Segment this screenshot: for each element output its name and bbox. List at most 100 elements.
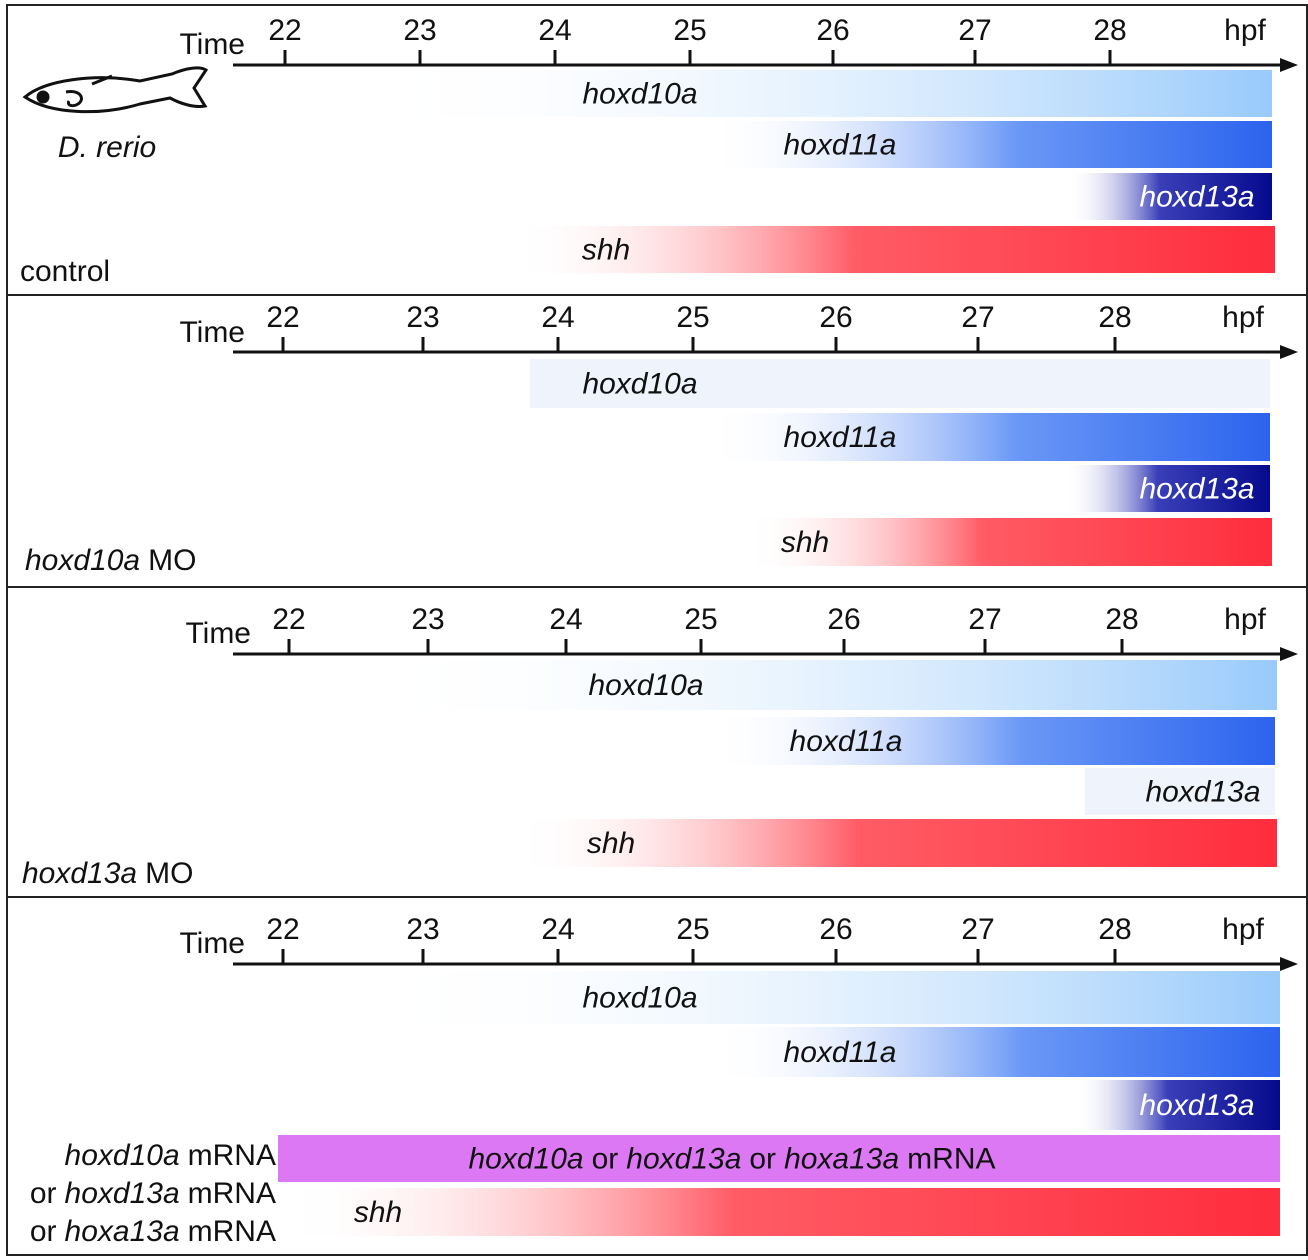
tick-label: 27: [958, 14, 991, 47]
fish-icon: [22, 66, 209, 114]
bar-label: hoxd13a: [1139, 1089, 1254, 1122]
axis-unit: hpf: [1224, 603, 1266, 636]
tick-label: 23: [403, 14, 436, 47]
condition-label-part: or: [30, 1177, 57, 1210]
axis-arrow: [1280, 957, 1298, 971]
bar-label-part: hoxd11a: [784, 421, 897, 454]
tick-label: 22: [272, 603, 305, 636]
condition-label: hoxd10a mRNA: [65, 1139, 276, 1172]
tick-label: 25: [676, 913, 709, 946]
bar-label: hoxd13a: [1139, 473, 1254, 506]
expression-bar: [710, 1027, 1280, 1077]
tick-label: 25: [676, 301, 709, 334]
frame: [6, 4, 1308, 1256]
bar-label-part: or: [749, 1143, 776, 1176]
tick-label: 28: [1098, 913, 1131, 946]
bar-label-part: hoxd13a: [626, 1143, 741, 1176]
condition-label-part: mRNA: [188, 1215, 276, 1248]
expression-bar: [365, 971, 1280, 1024]
bar-label-part: hoxd10a: [468, 1143, 583, 1176]
condition-label-part: hoxd13a: [22, 857, 137, 890]
bar-label-part: hoxd13a: [1139, 181, 1254, 214]
axis-label: Time: [179, 316, 245, 349]
condition-label-part: hoxd10a: [65, 1139, 180, 1172]
tick-label: 25: [673, 14, 706, 47]
condition-label: control: [20, 255, 110, 288]
condition-label: hoxd13a MO: [22, 857, 193, 890]
tick-label: 26: [819, 301, 852, 334]
bar-label-part: or: [592, 1143, 619, 1176]
expression-bar: [705, 413, 1270, 461]
axis-arrow: [1280, 647, 1298, 661]
tick-label: 27: [968, 603, 1001, 636]
condition-label-part: hoxd13a: [65, 1177, 180, 1210]
condition-label-part: mRNA: [188, 1139, 276, 1172]
expression-bar: [1065, 465, 1270, 512]
bar-label-part: hoxd11a: [784, 1036, 897, 1069]
condition-label-part: hoxa13a: [65, 1215, 180, 1248]
bar-label-part: hoxd10a: [588, 669, 703, 702]
expression-bar: [365, 660, 1277, 710]
tick-label: 22: [266, 301, 299, 334]
tick-label: 27: [961, 301, 994, 334]
bar-label: hoxd11a: [784, 421, 897, 454]
tick-label: 27: [961, 913, 994, 946]
bar-label: hoxd10a: [582, 78, 697, 111]
axis-arrow: [1280, 345, 1298, 359]
bar-label: hoxd10a: [582, 982, 697, 1015]
expression-bar: [1075, 1080, 1280, 1130]
bar-label-part: shh: [781, 526, 829, 559]
bar-label-part: shh: [587, 827, 635, 860]
tick-label: 26: [827, 603, 860, 636]
tick-label: 24: [549, 603, 582, 636]
bar-label-part: hoxd13a: [1139, 473, 1254, 506]
expression-bar: [360, 70, 1272, 117]
axis-arrow: [1280, 58, 1298, 72]
expression-bar: [1085, 768, 1275, 815]
bar-label-part: mRNA: [907, 1143, 995, 1176]
tick-label: 24: [538, 14, 571, 47]
tick-label: 24: [541, 913, 574, 946]
condition-label: or hoxd13a mRNA: [30, 1177, 276, 1210]
tick-label: 26: [816, 14, 849, 47]
condition-label-part: MO: [148, 544, 196, 577]
expression-bar: [530, 359, 1270, 408]
condition-label-part: hoxd10a: [25, 544, 140, 577]
bar-label: hoxd11a: [790, 725, 903, 758]
axis-unit: hpf: [1224, 14, 1266, 47]
expression-bar: [710, 717, 1275, 765]
tick-label: 28: [1098, 301, 1131, 334]
bar-label: shh: [354, 1196, 402, 1229]
axis-label: Time: [185, 617, 251, 650]
bar-label: hoxd10a: [582, 368, 697, 401]
bar-label-part: hoxd11a: [784, 129, 897, 162]
tick-label: 26: [819, 913, 852, 946]
condition-label: hoxd10a MO: [25, 544, 196, 577]
bar-label: hoxd10a: [588, 669, 703, 702]
tick-label: 22: [268, 14, 301, 47]
tick-label: 28: [1093, 14, 1126, 47]
expression-bar: [512, 226, 1275, 273]
condition-label-part: or: [30, 1215, 57, 1248]
bar-label: shh: [582, 234, 630, 267]
species-label: D. rerio: [58, 131, 156, 164]
tick-label: 23: [411, 603, 444, 636]
expression-bar: [515, 819, 1277, 867]
bar-label: shh: [587, 827, 635, 860]
bar-label-part: hoxd10a: [582, 982, 697, 1015]
bar-label: hoxd13a: [1139, 181, 1254, 214]
condition-label-part: MO: [145, 857, 193, 890]
bar-label: hoxd11a: [784, 129, 897, 162]
bar-label-part: hoxd11a: [790, 725, 903, 758]
tick-label: 23: [406, 301, 439, 334]
tick-label: 24: [541, 301, 574, 334]
bar-label-part: hoxd10a: [582, 78, 697, 111]
condition-label: or hoxa13a mRNA: [30, 1215, 276, 1248]
bar-label: shh: [781, 526, 829, 559]
expression-bar: [745, 518, 1272, 566]
tick-label: 22: [266, 913, 299, 946]
expression-bar: [285, 1188, 1280, 1236]
tick-label: 23: [406, 913, 439, 946]
condition-label-part: control: [20, 255, 110, 288]
